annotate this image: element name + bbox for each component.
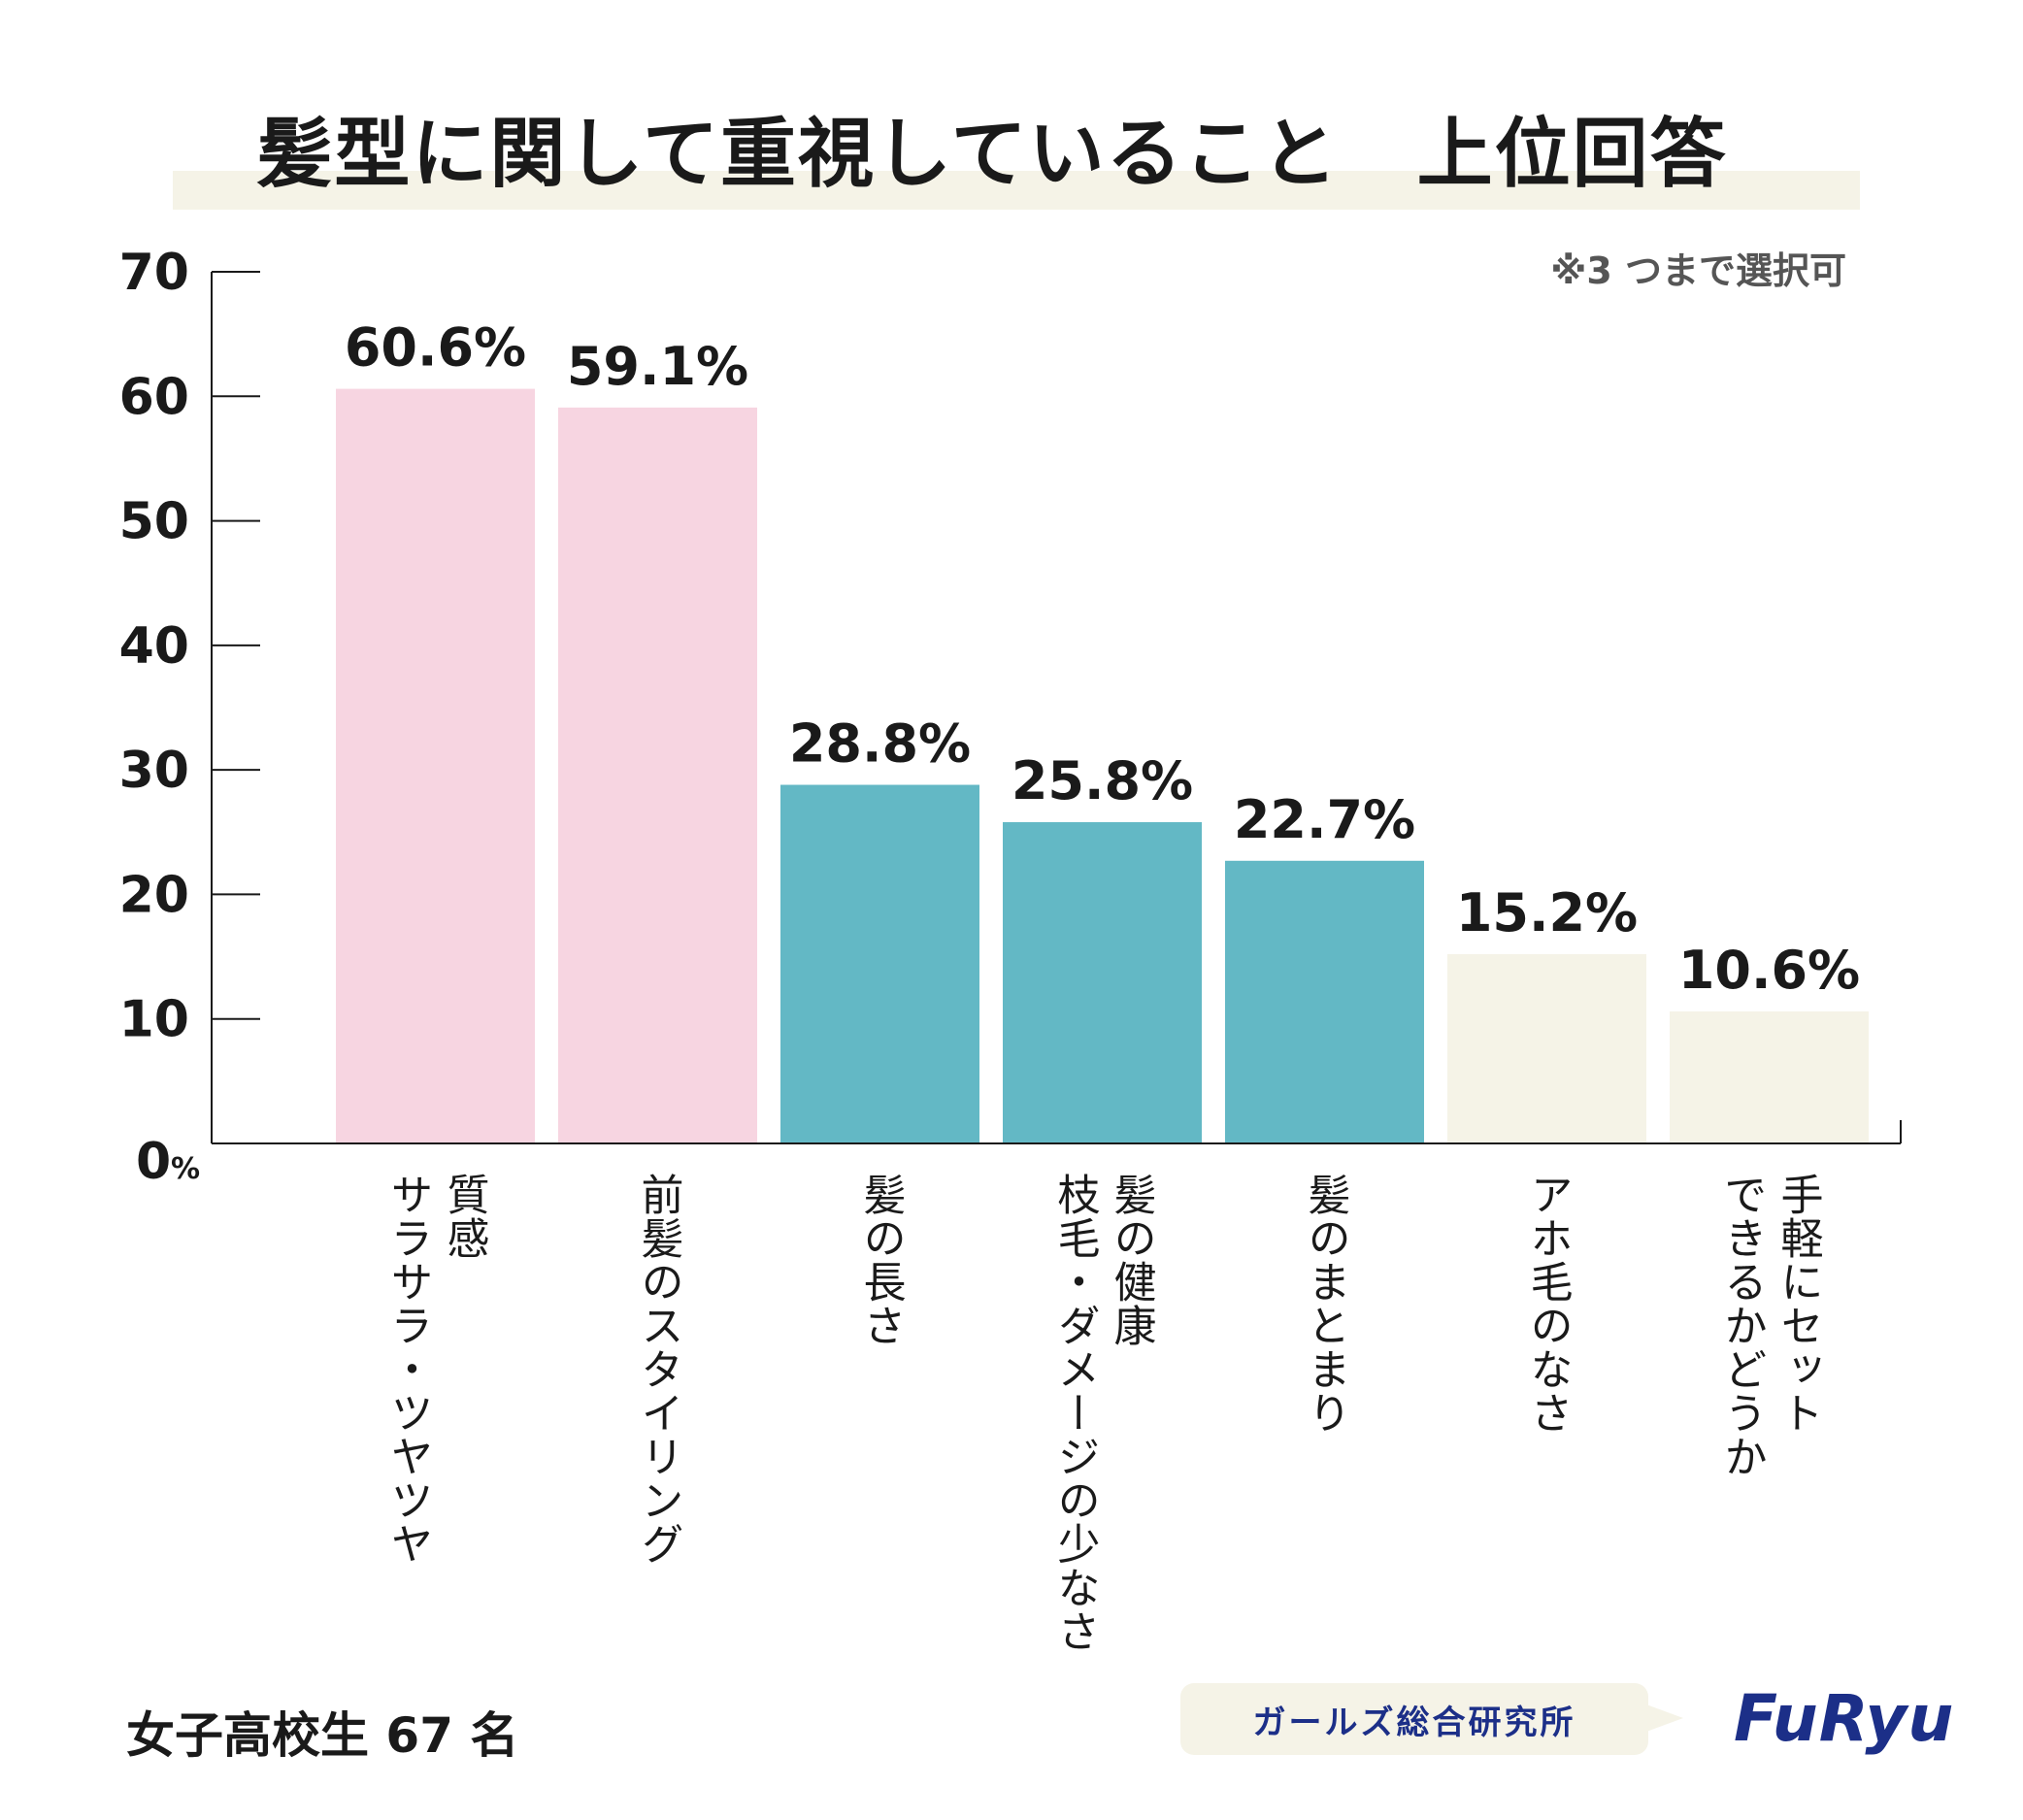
x-tick-label: 質感 — [439, 1173, 489, 1260]
bar — [780, 784, 979, 1143]
y-unit-label: % — [171, 1152, 200, 1186]
data-label: 25.8% — [1012, 750, 1193, 811]
x-tick-label: 前髪のスタイリング — [633, 1173, 683, 1566]
y-tick-label: 0 — [136, 1133, 171, 1191]
bar — [1003, 822, 1202, 1143]
data-label: 60.6% — [345, 317, 526, 379]
selection-note: ※3 つまで選択可 — [1550, 249, 1846, 292]
data-label: 59.1% — [567, 336, 748, 397]
x-tick-label: できるかどうか — [1716, 1173, 1767, 1478]
y-tick-label: 10 — [119, 991, 189, 1049]
y-tick-label: 70 — [119, 244, 189, 302]
x-tick-label: 枝毛・ダメージの少なさ — [1049, 1173, 1100, 1653]
bar — [1670, 1011, 1869, 1143]
title-underline-band — [173, 171, 1860, 210]
x-tick-label: 髪のまとまり — [1300, 1173, 1350, 1435]
data-label: 10.6% — [1678, 940, 1860, 1001]
sample-size: 女子高校生 67 名 — [126, 1707, 519, 1764]
x-tick-label: アホ毛のなさ — [1522, 1173, 1573, 1435]
y-tick-label: 20 — [119, 866, 189, 924]
x-tick-label: サラサラ・ツヤツヤ — [382, 1173, 433, 1566]
y-tick-label: 40 — [119, 617, 189, 676]
bar — [1447, 954, 1646, 1143]
source-label: ガールズ総合研究所 — [1180, 1683, 1648, 1755]
bar — [336, 388, 535, 1143]
furyu-logo: FuRyu — [1734, 1681, 1955, 1756]
chart-title: 髪型に関して重視していること 上位回答 — [256, 111, 1728, 198]
x-tick-label: 髪の健康 — [1106, 1173, 1156, 1347]
bar — [1225, 860, 1424, 1143]
x-tick-label: 髪の長さ — [855, 1173, 906, 1347]
data-label: 15.2% — [1456, 882, 1638, 943]
y-tick-label: 30 — [119, 742, 189, 800]
source-label-tail — [1646, 1704, 1683, 1732]
y-tick-label: 60 — [119, 368, 189, 426]
x-tick-label: 手軽にセット — [1773, 1173, 1823, 1435]
data-label: 28.8% — [789, 713, 971, 775]
y-tick-label: 50 — [119, 493, 189, 551]
data-label: 22.7% — [1234, 789, 1415, 850]
bar — [558, 407, 757, 1143]
